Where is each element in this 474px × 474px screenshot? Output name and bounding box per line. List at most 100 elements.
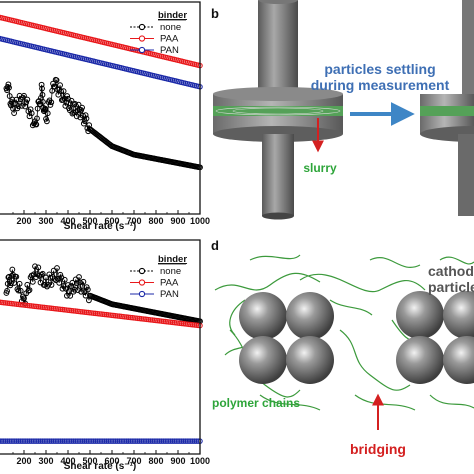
x-tick-label: 900 [170,216,185,226]
data-point [35,438,42,444]
x-tick-label: 800 [148,456,163,466]
x-tick-label: 500 [82,216,97,226]
data-point [70,438,77,444]
data-point [12,438,18,444]
data-point [8,438,14,444]
data-point [33,121,40,128]
panel-a-x-axis: 200 300 400 500 600 700 800 900 1000 [0,1,210,226]
legend-entry-none: none [160,22,181,33]
data-point [61,438,68,444]
rheometer-left [213,0,343,220]
data-point [96,438,102,444]
data-point [89,438,95,444]
data-point [78,438,84,444]
legend-entry-PAA: PAA [160,278,179,289]
data-point [10,438,16,444]
series-PAN [0,35,203,90]
upper-plate-right [420,94,474,106]
data-point [105,438,112,444]
data-point [5,81,12,88]
legend-marker [138,267,146,275]
data-point [59,285,66,292]
data-point [54,265,60,271]
data-point [87,438,93,444]
data-point [164,438,170,444]
data-point [131,438,137,444]
panel-b-schematic: b particles settling d [211,0,474,220]
data-point [182,438,189,444]
data-point [191,438,198,444]
data-point [56,279,63,286]
data-point [79,438,86,444]
data-point [80,278,87,285]
data-point [180,438,187,444]
data-point [177,438,183,444]
data-point [39,438,46,444]
data-point [83,115,90,122]
data-point [156,438,163,444]
data-point [189,438,196,444]
data-point [122,438,128,444]
data-point [30,438,36,444]
data-point [11,110,18,116]
data-point [43,118,50,125]
data-point [54,438,60,444]
data-point [160,438,167,444]
data-point [60,88,67,95]
x-tick-label: 700 [126,456,141,466]
slurry-label: slurry [303,161,337,175]
data-point [39,270,46,277]
series-PAA [0,299,203,329]
data-point [107,438,113,444]
data-point [50,80,56,87]
data-point [147,438,154,444]
legend-entry-PAA: PAA [160,34,179,45]
panel-c-x-axis-label: Shear rate (s⁻¹) [64,461,137,472]
data-point [129,438,135,444]
data-point [41,438,47,444]
data-point [13,438,20,444]
data-point [73,280,80,287]
x-tick-label: 600 [104,216,119,226]
data-point [4,438,11,444]
data-point [34,438,40,444]
data-point [40,99,46,105]
data-point [6,84,12,91]
data-point [0,438,5,444]
data-point [57,271,64,278]
data-point [26,438,33,444]
data-point [118,438,124,444]
data-point [127,438,134,444]
data-point [8,99,15,105]
data-point [178,438,185,444]
data-point [52,438,58,444]
series-none [3,263,203,325]
data-point [39,91,46,98]
data-point [134,438,141,444]
data-point [17,287,24,294]
slurry-particles [215,106,341,116]
lower-shaft [262,134,294,216]
data-point [0,438,2,444]
data-point [0,14,2,20]
cathode-particles-right [396,291,474,384]
data-point [166,438,172,444]
data-point [84,286,91,293]
series-none [3,76,203,171]
data-point [74,438,80,444]
data-point [23,99,30,106]
data-point [43,438,49,444]
data-point [120,438,126,444]
data-point [26,287,33,293]
data-point [19,438,25,444]
data-point [21,438,27,444]
x-tick-label: 200 [16,456,31,466]
legend-title: binder [158,10,187,21]
x-tick-label: 500 [82,456,97,466]
data-point [32,263,38,270]
data-point [90,438,97,444]
data-point [86,122,93,128]
data-point [47,102,54,108]
data-point [114,438,121,444]
data-point [34,115,40,122]
